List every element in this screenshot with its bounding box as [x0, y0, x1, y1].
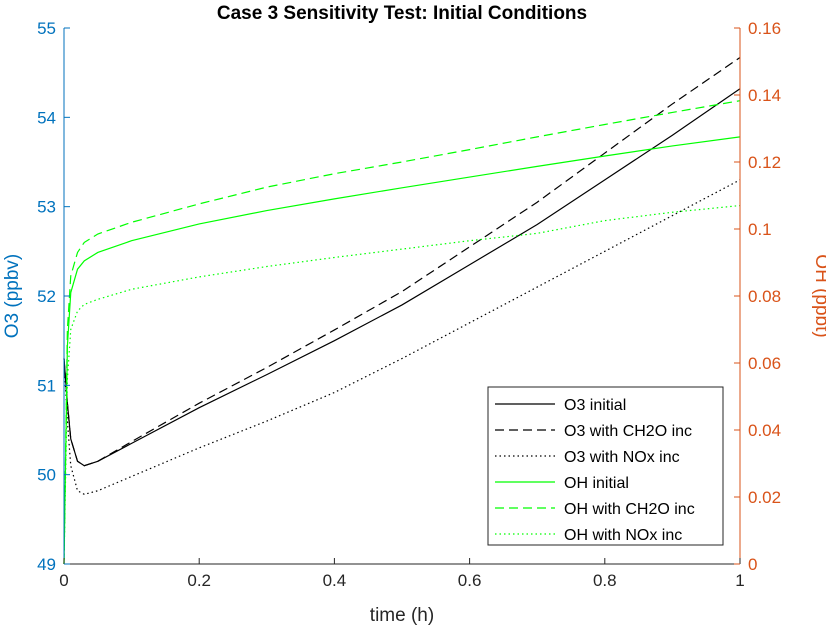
- legend-label: O3 initial: [564, 397, 626, 414]
- left-y-tick-label: 54: [37, 108, 56, 127]
- series-line-o3-with-ch2o-inc: [63, 56, 741, 467]
- x-tick-label: 0.4: [323, 571, 347, 590]
- left-y-tick-label: 51: [37, 376, 56, 395]
- right-y-axis-label: OH (ppbt): [811, 254, 826, 337]
- legend-label: OH initial: [564, 475, 629, 492]
- legend-label: OH with CH2O inc: [564, 501, 695, 518]
- x-tick-label: 0.8: [593, 571, 617, 590]
- left-y-tick-label: 53: [37, 198, 56, 217]
- right-y-tick-label: 0.14: [748, 86, 781, 105]
- x-tick-label: 0.6: [458, 571, 482, 590]
- x-axis-label: time (h): [370, 605, 434, 626]
- left-y-tick-label: 52: [37, 287, 56, 306]
- left-y-tick-label: 55: [37, 19, 56, 38]
- legend-label: O3 with NOx inc: [564, 449, 680, 466]
- x-tick-label: 1: [735, 571, 744, 590]
- series-layer: [63, 56, 741, 565]
- x-ticks: 0 0.2 0.4 0.6 0.8 1: [59, 558, 745, 590]
- series-line-oh-with-ch2o-inc: [63, 100, 741, 565]
- right-y-tick-label: 0.02: [748, 488, 781, 507]
- series-line-oh-with-nox-inc: [63, 204, 741, 565]
- right-y-tick-label: 0.1: [748, 220, 772, 239]
- right-y-tick-label: 0.06: [748, 354, 781, 373]
- right-y-tick-label: 0.16: [748, 19, 781, 38]
- right-y-tick-label: 0.04: [748, 421, 781, 440]
- legend-label: O3 with CH2O inc: [564, 423, 692, 440]
- x-tick-label: 0.2: [187, 571, 211, 590]
- right-y-ticks: 0 0.02 0.04 0.06 0.08 0.1 0.12 0.14 0.16: [734, 19, 781, 574]
- legend-box: [487, 386, 724, 546]
- left-y-axis-label: O3 (ppbv): [2, 254, 23, 338]
- left-y-tick-label: 49: [37, 555, 56, 574]
- legend-items: O3 initial O3 with CH2O inc O3 with NOx in…: [495, 397, 695, 544]
- x-tick-label: 0: [59, 571, 68, 590]
- legend-label: OH with NOx inc: [564, 527, 682, 544]
- legend: O3 initial O3 with CH2O inc O3 with NOx in…: [487, 386, 724, 546]
- left-y-tick-label: 50: [37, 466, 56, 485]
- right-y-tick-label: 0.08: [748, 287, 781, 306]
- left-y-ticks: 49 50 51 52 53 54 55: [37, 19, 70, 574]
- right-y-tick-label: 0: [748, 555, 757, 574]
- right-y-tick-label: 0.12: [748, 153, 781, 172]
- series-line-oh-initial: [63, 136, 741, 565]
- chart-title: Case 3 Sensitivity Test: Initial Conditi…: [217, 3, 587, 24]
